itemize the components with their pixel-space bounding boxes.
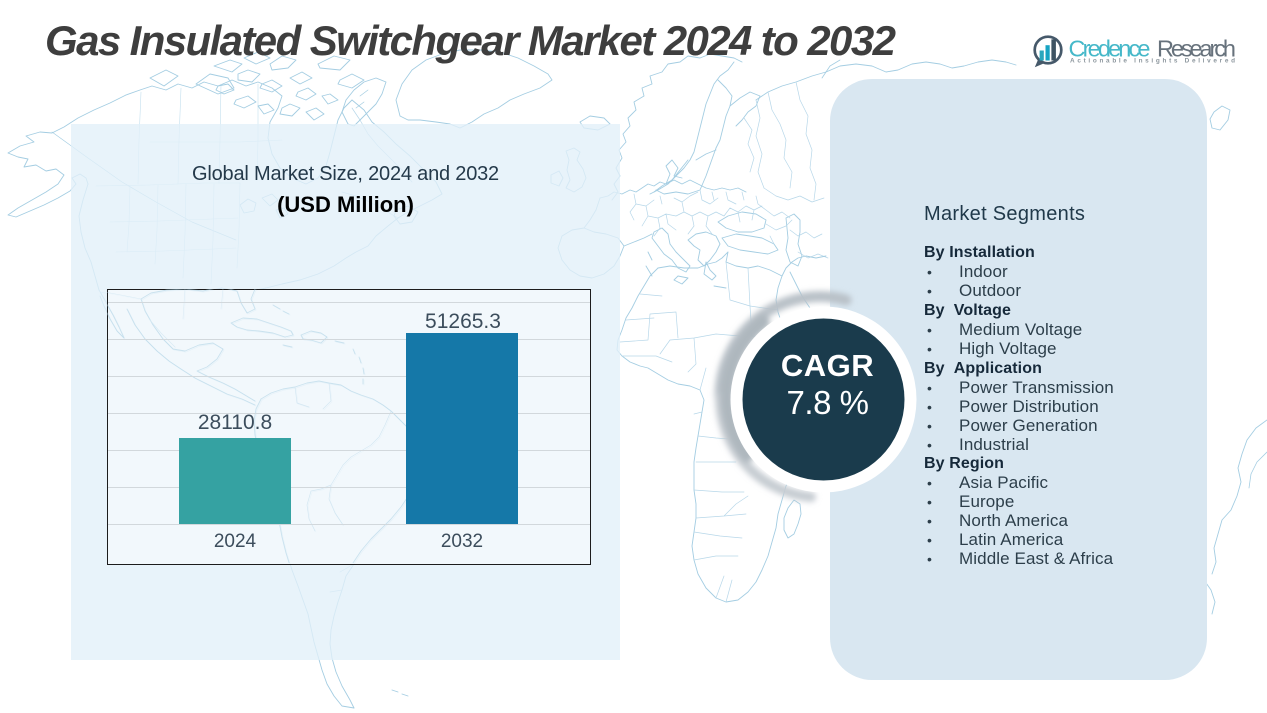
svg-text:Research: Research [1157,35,1236,61]
svg-text:Actionable Insights Delivered: Actionable Insights Delivered [1070,58,1235,65]
svg-text:Credence: Credence [1069,35,1151,61]
